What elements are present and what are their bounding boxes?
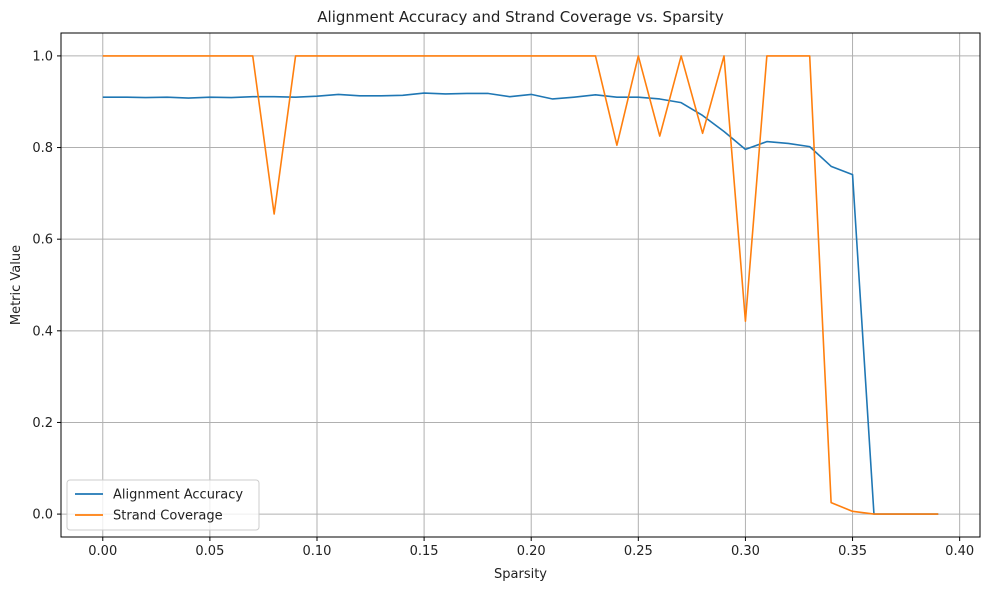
x-axis-ticks: 0.00 0.05 0.10 0.15 0.20 0.25 0.30 0.35 0.40: [88, 537, 974, 559]
legend: Alignment Accuracy Strand Coverage: [66, 479, 260, 531]
x-tick-label: 0.25: [624, 544, 653, 559]
x-tick-label: 0.10: [303, 544, 332, 559]
legend-box: [66, 479, 260, 531]
x-tick-label: 0.15: [410, 544, 439, 559]
y-tick-label: 0.6: [32, 233, 53, 248]
series-line-strand-coverage: [102, 55, 939, 515]
series-lines: [102, 55, 939, 515]
x-tick-label: 0.30: [731, 544, 760, 559]
x-tick-label: 0.00: [88, 544, 117, 559]
y-axis-label: Metric Value: [9, 245, 24, 325]
x-tick-label: 0.05: [195, 544, 224, 559]
y-tick-label: 1.0: [32, 49, 53, 64]
x-axis-label: Sparsity: [494, 567, 547, 582]
y-tick-label: 0.2: [32, 416, 53, 431]
series-line-alignment-accuracy: [102, 92, 939, 515]
legend-label: Alignment Accuracy: [113, 488, 243, 503]
y-tick-label: 0.0: [32, 508, 53, 523]
y-tick-label: 0.8: [32, 141, 53, 156]
x-tick-label: 0.40: [945, 544, 974, 559]
y-tick-label: 0.4: [32, 324, 53, 339]
y-axis-ticks: 0.0 0.2 0.4 0.6 0.8 1.0: [32, 49, 61, 523]
plot-frame: [60, 32, 981, 538]
chart-title: Alignment Accuracy and Strand Coverage v…: [317, 8, 724, 26]
x-tick-label: 0.20: [517, 544, 546, 559]
x-tick-label: 0.35: [838, 544, 867, 559]
legend-label: Strand Coverage: [113, 509, 223, 524]
